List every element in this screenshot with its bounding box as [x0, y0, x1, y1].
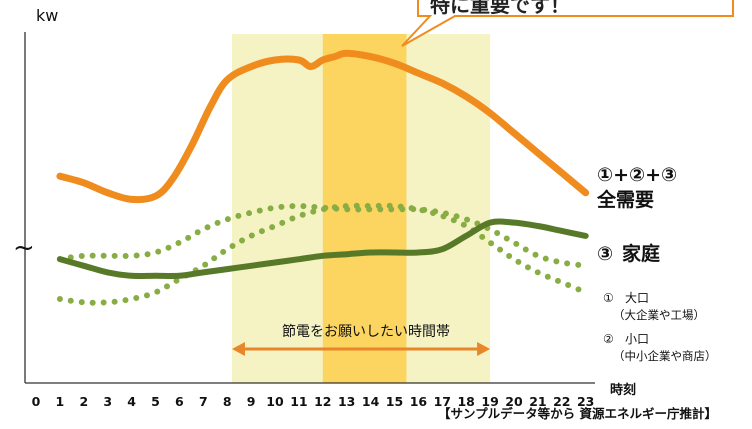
x-tick-label: 4 — [127, 394, 136, 409]
x-tick-label: 12 — [314, 394, 331, 409]
x-tick-label: 17 — [434, 394, 451, 409]
arrow-head-left — [231, 342, 245, 356]
x-tick-label: 22 — [553, 394, 570, 409]
x-tick-label: 5 — [151, 394, 160, 409]
legend-large-name: 大口 — [625, 291, 650, 305]
series-lines — [56, 49, 590, 306]
x-tick-label: 23 — [577, 394, 594, 409]
callout-shape — [401, 0, 734, 47]
legend-small-note: （中小企業や商店） — [613, 349, 717, 363]
legend-large-prefix: ① — [603, 291, 614, 305]
x-tick-label: 16 — [410, 394, 428, 409]
y-axis-label: kw — [36, 6, 59, 25]
x-tick-label: 7 — [199, 394, 208, 409]
x-tick-label: 14 — [362, 394, 380, 409]
time-range-arrow — [231, 342, 491, 356]
arrow-label: 節電をお願いしたい時間帯 — [282, 324, 450, 340]
callout-box — [401, 0, 734, 47]
source-note: 【サンプルデータ等から 資源エネルギー庁推計】 — [438, 406, 717, 421]
x-axis-label: 時刻 — [610, 383, 637, 398]
x-tick-label: 9 — [247, 394, 256, 409]
series-small-line — [56, 202, 589, 306]
callout-text: 特に重要です！ — [430, 0, 570, 17]
x-tick-label: 1 — [56, 394, 65, 409]
x-tick-label: 11 — [290, 394, 307, 409]
x-tick-label: 19 — [481, 394, 498, 409]
legend-total-prefix: ①+②+③ — [597, 164, 678, 186]
x-ticks: 0 1 2 3 4 5 6 7 8 9 10 11 12 13 14 15 16 17 18 19 20 21 22 23 — [32, 394, 595, 409]
x-tick-label: 0 — [32, 394, 41, 409]
series-home-line — [56, 218, 589, 280]
x-tick-label: 8 — [223, 394, 232, 409]
legend-total-name: 全需要 — [597, 189, 655, 211]
x-tick-label: 3 — [103, 394, 112, 409]
x-tick-label: 6 — [175, 394, 184, 409]
x-tick-label: 10 — [266, 394, 284, 409]
legend-small-name: 小口 — [625, 332, 650, 346]
x-tick-label: 15 — [386, 394, 403, 409]
x-tick-label: 13 — [338, 394, 355, 409]
x-tick-label: 20 — [505, 394, 523, 409]
legend-home-prefix: ③ — [597, 243, 614, 265]
axes: ~ — [13, 32, 595, 384]
x-tick-label: 21 — [529, 394, 546, 409]
legend-small-prefix: ② — [603, 332, 614, 346]
x-tick-label: 2 — [79, 394, 88, 409]
legend-large-note: （大企業や工場） — [613, 308, 705, 322]
series-total-line — [56, 49, 590, 204]
x-tick-label: 18 — [457, 394, 474, 409]
y-axis-break-icon: ~ — [13, 233, 35, 263]
arrow-head-right — [477, 342, 491, 356]
legend-home-name: 家庭 — [622, 243, 661, 265]
